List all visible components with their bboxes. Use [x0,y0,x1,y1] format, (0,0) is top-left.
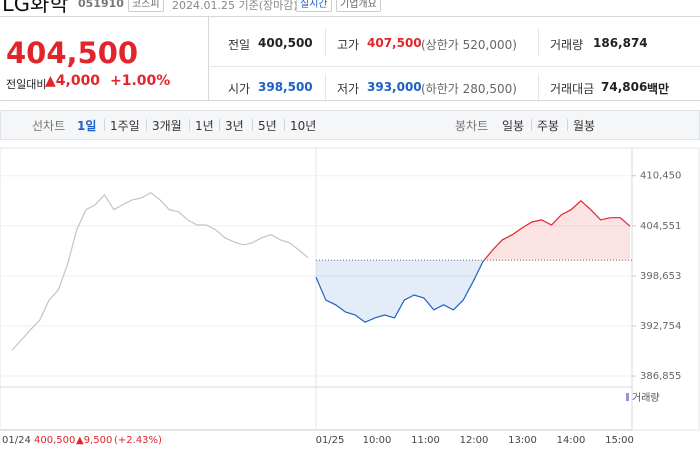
x-tick-label: 10:00 [363,435,392,446]
legend-swatch [626,393,629,401]
y-tick-label: 410,450 [640,171,681,182]
candle-tab[interactable]: 주봉 [537,119,560,133]
volume-legend: 거래량 [632,392,660,404]
change-rate: +1.00% [110,73,171,89]
period-tab[interactable]: 1주일 [110,119,140,133]
y-tick-label: 398,653 [640,271,681,282]
x-date-label: 01/24 [2,435,31,446]
tab-separator[interactable] [567,119,568,131]
summary-note: (하한가 280,500) [421,82,517,96]
period-tab[interactable]: 1년 [195,119,214,133]
period-tab[interactable]: 3개월 [152,119,182,133]
divider [538,74,539,102]
summary-label: 시가 [228,82,251,96]
summary-value: 393,000 [367,80,422,94]
period-tab[interactable]: 3년 [225,119,244,133]
summary-value: 74,806 [601,80,648,94]
summary-value: 186,874 [593,36,648,50]
summary-value: 400,500 [258,36,313,50]
price-line-down [315,260,485,323]
date: 2024.01.25 기준(장마감) [172,0,298,12]
divider [538,28,539,56]
summary-label: 거래대금 [550,82,595,96]
period-tab[interactable]: 10년 [290,119,317,133]
change: ▲4,000 [45,73,101,89]
tab-separator[interactable] [146,119,147,131]
market-badge: 코스피 [128,0,164,12]
summary-value: 407,500 [367,36,422,50]
previous-rate: (+2.43%) [114,435,162,446]
divider [208,17,209,101]
tab-separator[interactable] [284,119,285,131]
area-down [316,260,630,323]
company-info-button[interactable]: 기업개요 [336,0,381,12]
price-line-up [483,199,631,261]
price: 404,500 [6,36,139,70]
stock-code: 051910 [78,0,124,10]
summary-label: 고가 [337,38,360,52]
y-tick-label: 392,754 [640,321,681,332]
stock-name: LG화학 [2,0,69,16]
x-tick-label: 12:00 [460,435,489,446]
divider [208,66,700,67]
tab-separator[interactable] [189,119,190,131]
x-tick-label: 11:00 [411,435,440,446]
x-date-label: 01/25 [316,435,345,446]
divider [325,74,326,102]
x-tick-label: 14:00 [557,435,586,446]
candle-tab[interactable]: 일봉 [502,119,525,133]
tab-separator[interactable] [531,119,532,131]
previous-change: ▲9,500 [76,435,112,446]
tab-label[interactable]: 봉차트 [455,119,489,133]
change-label: 전일대비 [6,78,47,91]
divider [0,100,700,101]
summary-label: 저가 [337,82,360,96]
summary-note: (상한가 520,000) [421,38,517,52]
x-tick-label: 15:00 [605,435,634,446]
tab-separator[interactable] [252,119,253,131]
x-tick-label: 13:00 [508,435,537,446]
period-tab[interactable]: 1일 [77,119,97,133]
area-up [484,200,630,261]
divider [0,16,700,17]
period-tab[interactable]: 5년 [258,119,277,133]
tab-separator[interactable] [219,119,220,131]
tab-separator[interactable] [104,119,105,131]
summary-value: 398,500 [258,80,313,94]
previous-close: 400,500 [34,435,75,446]
candle-tab[interactable]: 월봉 [573,119,596,133]
realtime-button[interactable]: 실시간 [296,0,332,12]
summary-label: 거래량 [550,38,584,52]
divider [325,28,326,56]
tab-label[interactable]: 선차트 [32,119,66,133]
y-tick-label: 404,551 [640,221,681,232]
summary-label: 전일 [228,38,251,52]
summary-unit: 백만 [647,82,670,96]
tab-bar [0,110,700,140]
y-tick-label: 386,855 [640,371,681,382]
previous-day-line [11,191,309,351]
